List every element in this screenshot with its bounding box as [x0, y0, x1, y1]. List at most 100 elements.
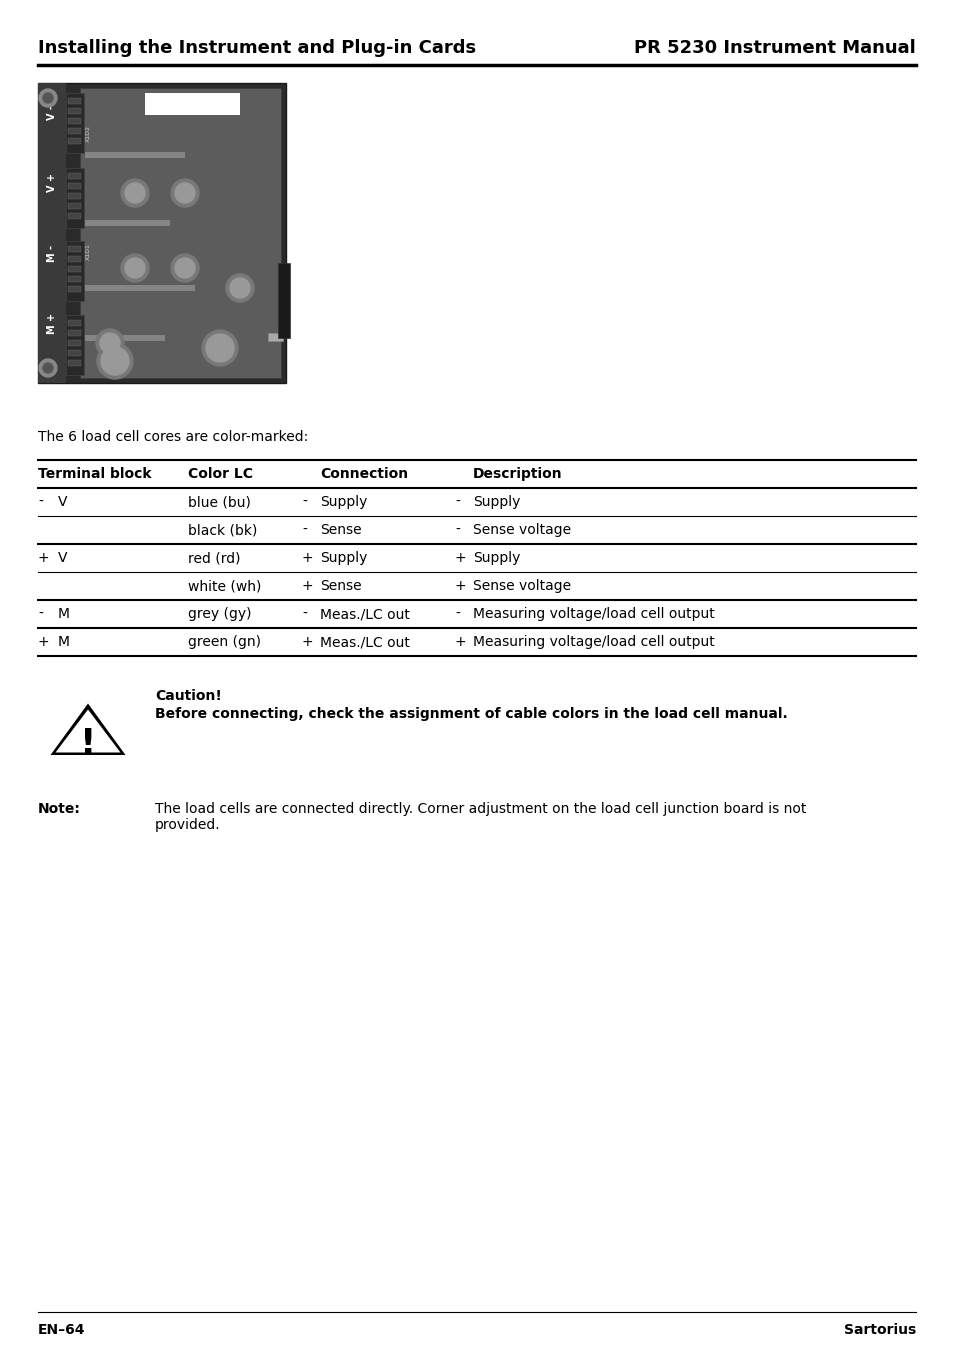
Text: Terminal block: Terminal block: [38, 467, 152, 481]
Text: +: +: [302, 579, 314, 593]
Text: +: +: [455, 579, 466, 593]
Text: M: M: [58, 634, 70, 649]
Text: X1D2: X1D2: [86, 126, 91, 142]
Text: -: -: [455, 522, 459, 537]
Text: +: +: [38, 551, 50, 566]
Circle shape: [43, 363, 53, 373]
Text: EN–64: EN–64: [38, 1323, 86, 1336]
Bar: [66, 315, 84, 375]
Circle shape: [39, 89, 57, 107]
Bar: [68, 246, 81, 252]
Text: red (rd): red (rd): [188, 551, 240, 566]
Bar: [68, 99, 81, 104]
Text: -: -: [302, 522, 307, 537]
Bar: [68, 340, 81, 346]
Text: V -: V -: [47, 105, 57, 120]
Bar: [68, 193, 81, 198]
Text: Measuring voltage/load cell output: Measuring voltage/load cell output: [473, 634, 714, 649]
Text: green (gn): green (gn): [188, 634, 261, 649]
Text: +: +: [302, 634, 314, 649]
Circle shape: [125, 258, 145, 278]
Text: black (bk): black (bk): [188, 522, 257, 537]
Text: white (wh): white (wh): [188, 579, 261, 593]
Text: Supply: Supply: [319, 495, 367, 509]
Text: Meas./LC out: Meas./LC out: [319, 608, 410, 621]
Text: V +: V +: [47, 173, 57, 192]
Bar: [68, 117, 81, 124]
Bar: [68, 266, 81, 271]
Bar: [85, 285, 194, 292]
Circle shape: [96, 329, 124, 356]
Text: +: +: [455, 551, 466, 566]
Circle shape: [125, 184, 145, 202]
Text: -: -: [38, 608, 43, 621]
Circle shape: [171, 180, 199, 207]
Bar: [68, 329, 81, 336]
Circle shape: [202, 329, 237, 366]
Circle shape: [97, 343, 132, 379]
Text: Supply: Supply: [473, 551, 519, 566]
Text: !: !: [80, 728, 96, 761]
Text: Color LC: Color LC: [188, 467, 253, 481]
Bar: [268, 333, 283, 342]
Text: Measuring voltage/load cell output: Measuring voltage/load cell output: [473, 608, 714, 621]
Circle shape: [226, 274, 253, 302]
Text: Caution!: Caution!: [154, 688, 222, 703]
Text: V: V: [58, 551, 68, 566]
Text: Sense voltage: Sense voltage: [473, 522, 571, 537]
Bar: [85, 220, 170, 225]
Bar: [66, 167, 84, 228]
Text: +: +: [455, 634, 466, 649]
Circle shape: [121, 180, 149, 207]
Bar: [68, 173, 81, 180]
Text: Sense: Sense: [319, 579, 361, 593]
Bar: [68, 320, 81, 325]
Text: Installing the Instrument and Plug-in Cards: Installing the Instrument and Plug-in Ca…: [38, 39, 476, 57]
Circle shape: [100, 333, 120, 352]
Text: Before connecting, check the assignment of cable colors in the load cell manual.: Before connecting, check the assignment …: [154, 707, 787, 721]
Polygon shape: [55, 710, 120, 752]
Circle shape: [174, 258, 194, 278]
Bar: [68, 360, 81, 366]
Bar: [68, 350, 81, 356]
Circle shape: [101, 347, 129, 375]
Text: Sartorius: Sartorius: [842, 1323, 915, 1336]
Bar: [38, 82, 66, 383]
Text: Sense voltage: Sense voltage: [473, 579, 571, 593]
Bar: [68, 202, 81, 209]
Bar: [85, 335, 165, 342]
Text: -: -: [302, 495, 307, 509]
Text: blue (bu): blue (bu): [188, 495, 251, 509]
Text: Supply: Supply: [473, 495, 519, 509]
Bar: [277, 263, 290, 338]
Bar: [68, 184, 81, 189]
Text: The 6 load cell cores are color-marked:: The 6 load cell cores are color-marked:: [38, 431, 308, 444]
Text: Meas./LC out: Meas./LC out: [319, 634, 410, 649]
Bar: [68, 275, 81, 282]
Bar: [68, 128, 81, 134]
Bar: [68, 286, 81, 292]
Text: M +: M +: [47, 312, 57, 333]
Text: Connection: Connection: [319, 467, 408, 481]
Bar: [68, 213, 81, 219]
Bar: [85, 153, 185, 158]
Bar: [38, 82, 286, 383]
Text: The load cells are connected directly. Corner adjustment on the load cell juncti: The load cells are connected directly. C…: [154, 802, 805, 832]
Bar: [66, 93, 84, 153]
Polygon shape: [51, 703, 126, 755]
Text: Description: Description: [473, 467, 562, 481]
Text: Sense: Sense: [319, 522, 361, 537]
Text: V: V: [58, 495, 68, 509]
Bar: [68, 138, 81, 144]
Bar: [80, 88, 281, 378]
Text: +: +: [38, 634, 50, 649]
Text: Note:: Note:: [38, 802, 81, 815]
Text: +: +: [302, 551, 314, 566]
Bar: [68, 108, 81, 113]
Text: -: -: [455, 608, 459, 621]
Circle shape: [121, 254, 149, 282]
Text: -: -: [38, 495, 43, 509]
Bar: [145, 93, 240, 115]
Circle shape: [171, 254, 199, 282]
Text: grey (gy): grey (gy): [188, 608, 252, 621]
